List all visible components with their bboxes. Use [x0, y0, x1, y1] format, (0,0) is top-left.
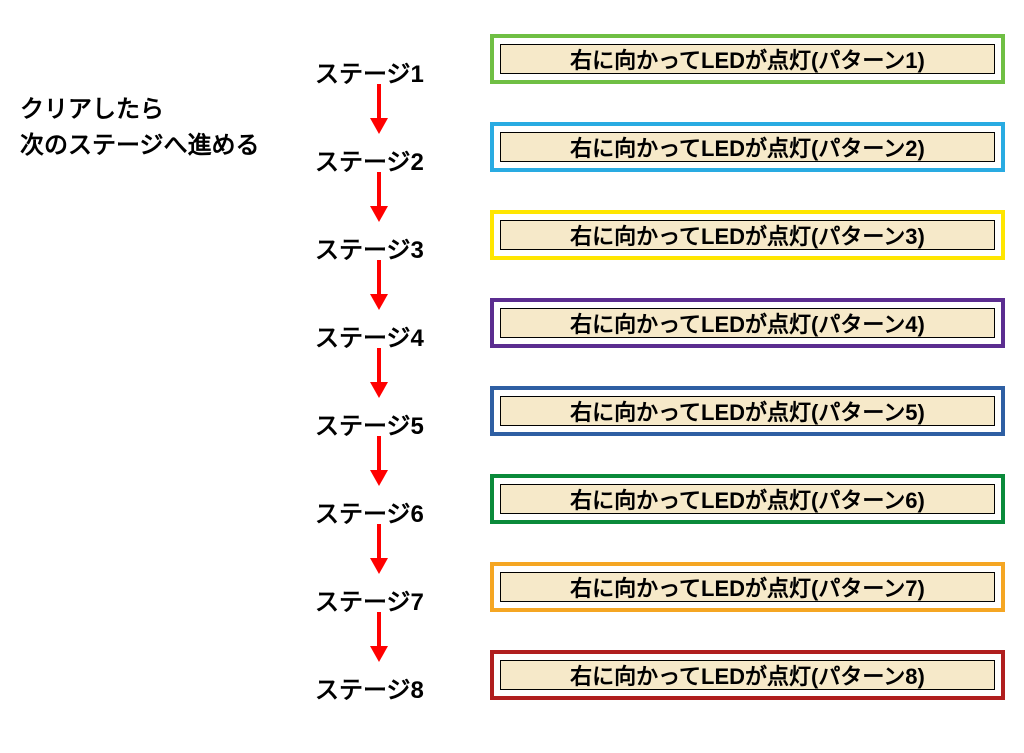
clear-note-line2: 次のステージへ進める — [20, 132, 260, 159]
stage-description-box: 右に向かってLEDが点灯(パターン1) — [490, 34, 1005, 84]
stage-description-box: 右に向かってLEDが点灯(パターン3) — [490, 210, 1005, 260]
stage-description-text: 右に向かってLEDが点灯(パターン5) — [500, 396, 995, 426]
stage-description-box: 右に向かってLEDが点灯(パターン5) — [490, 386, 1005, 436]
down-arrow-icon — [370, 260, 388, 310]
down-arrow-icon — [370, 612, 388, 662]
stage-description-text: 右に向かってLEDが点灯(パターン6) — [500, 484, 995, 514]
stage-description-box: 右に向かってLEDが点灯(パターン8) — [490, 650, 1005, 700]
down-arrow-icon — [370, 84, 388, 134]
stage-label: ステージ8 — [315, 670, 424, 705]
stage-description-text: 右に向かってLEDが点灯(パターン2) — [500, 132, 995, 162]
stage-description-box: 右に向かってLEDが点灯(パターン7) — [490, 562, 1005, 612]
clear-note: クリアしたら 次のステージへ進める — [20, 92, 260, 164]
stage-description-text: 右に向かってLEDが点灯(パターン4) — [500, 308, 995, 338]
down-arrow-icon — [370, 436, 388, 486]
clear-note-line1: クリアしたら — [20, 96, 164, 123]
stage-description-text: 右に向かってLEDが点灯(パターン7) — [500, 572, 995, 602]
stage-description-box: 右に向かってLEDが点灯(パターン2) — [490, 122, 1005, 172]
stage-description-text: 右に向かってLEDが点灯(パターン3) — [500, 220, 995, 250]
stage-description-text: 右に向かってLEDが点灯(パターン1) — [500, 44, 995, 74]
down-arrow-icon — [370, 524, 388, 574]
stage-description-box: 右に向かってLEDが点灯(パターン6) — [490, 474, 1005, 524]
stage-description-box: 右に向かってLEDが点灯(パターン4) — [490, 298, 1005, 348]
down-arrow-icon — [370, 172, 388, 222]
down-arrow-icon — [370, 348, 388, 398]
stage-description-text: 右に向かってLEDが点灯(パターン8) — [500, 660, 995, 690]
